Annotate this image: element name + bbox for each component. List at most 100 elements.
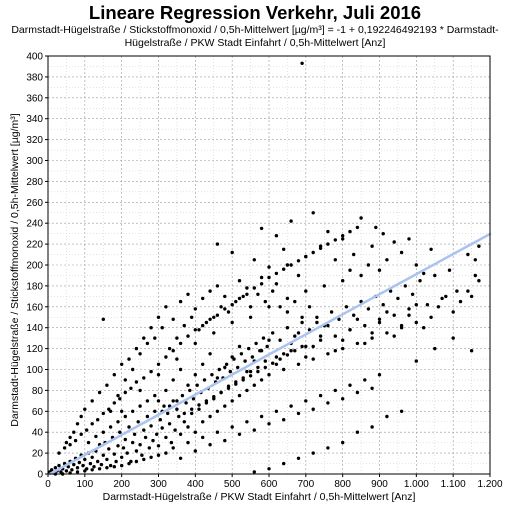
data-point [278,305,282,309]
data-point [215,284,220,288]
data-point [245,420,249,424]
data-point [197,328,201,332]
data-point [120,455,124,459]
data-point [392,313,396,317]
regression-line [48,232,492,476]
data-point [75,470,80,474]
x-tick-label: 600 [261,479,278,490]
data-point [178,341,183,346]
data-point [311,357,315,361]
data-point [363,341,367,346]
data-point [285,310,290,314]
data-point [237,344,242,349]
data-point [363,323,367,328]
data-point [278,338,282,342]
data-point [366,263,371,267]
data-point [193,373,197,377]
data-point [245,286,249,290]
data-point [241,294,245,299]
data-point [195,383,199,387]
data-point [112,401,117,405]
data-point [248,369,253,374]
data-point [322,284,326,288]
data-point [237,279,242,283]
y-tick-label: 300 [26,156,43,167]
data-point [285,296,290,301]
data-point [473,258,477,262]
y-tick-label: 160 [26,302,43,313]
data-point [341,346,345,351]
data-point [261,336,266,340]
data-point [184,401,188,405]
data-point [127,357,131,361]
data-point [259,226,264,231]
data-point [149,455,153,459]
data-point [458,299,463,304]
data-point [215,409,220,413]
data-point [252,286,256,290]
y-tick-label: 220 [26,240,43,251]
data-point [333,238,337,242]
data-point [178,299,183,304]
data-point [230,250,234,255]
data-point [289,219,293,223]
data-point [341,279,345,283]
data-point [108,425,113,429]
data-point [57,451,61,455]
data-point [125,451,129,455]
y-tick-label: 60 [32,407,44,418]
data-point [193,449,197,453]
data-point [267,373,271,377]
data-point [271,331,275,335]
data-point [171,349,175,353]
data-point [97,467,102,471]
data-point [64,440,69,445]
data-point [418,279,422,283]
data-point [101,317,106,321]
data-point [204,399,209,403]
data-point [282,352,286,356]
data-point [101,453,106,457]
data-point [153,409,157,413]
data-point [223,404,227,408]
data-point [344,305,349,309]
data-point [85,428,89,432]
data-point [160,326,164,330]
data-point [341,338,345,342]
data-point [72,462,76,467]
data-point [341,440,345,445]
data-point [226,310,231,314]
y-tick-label: 200 [26,261,43,272]
data-point [466,289,470,293]
data-point [149,424,153,428]
data-point [97,390,102,395]
data-point [311,250,315,255]
data-point [134,449,139,453]
data-point [50,468,54,472]
data-point [182,411,186,416]
data-point [156,399,161,403]
data-point [381,303,385,307]
data-point [348,229,352,234]
data-point [143,435,148,440]
data-point [374,225,378,230]
data-point [186,383,190,387]
data-point [83,457,87,462]
y-tick-label: 140 [26,323,43,334]
data-point [57,463,61,468]
data-point [136,420,140,424]
data-point [326,401,330,405]
data-point [202,378,207,382]
data-point [315,320,319,325]
data-point [407,307,411,311]
data-point [175,336,179,340]
data-point [254,341,258,346]
data-point [167,346,172,351]
data-point [433,346,437,351]
data-point [169,440,174,445]
data-point [123,437,128,442]
data-point [142,428,146,432]
y-axis-label: Darmstadt-Hügelstraße / Stickstoffmonoxi… [9,113,21,426]
data-point [311,344,315,349]
data-point [153,393,157,398]
